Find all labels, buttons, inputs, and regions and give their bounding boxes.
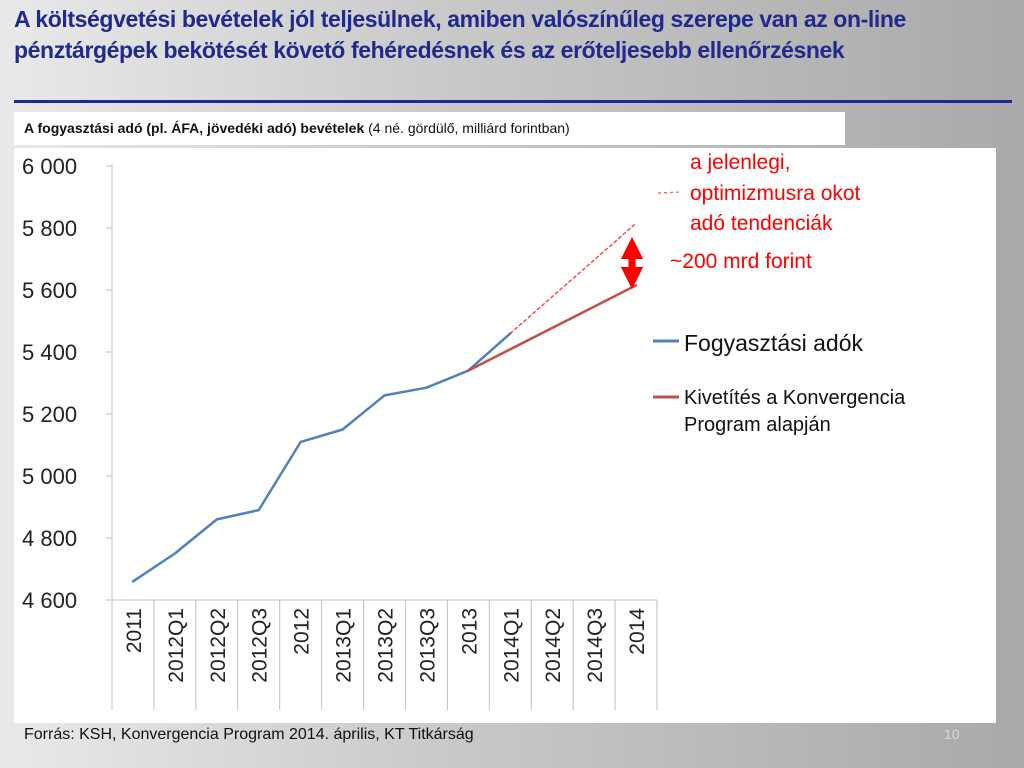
chart-panel: 4 600 4 800 5 000 5 200 5 400 5 600 5 800 6 000…: [14, 148, 996, 723]
y-tick-label: 5 000: [22, 464, 77, 489]
axes: 4 600 4 800 5 000 5 200 5 400 5 600 5 800 6 000…: [22, 154, 658, 710]
x-tick-label: 2011: [123, 608, 146, 653]
series-line-1: [467, 284, 638, 372]
series-lines: [131, 222, 638, 583]
legend: Fogyasztási adók Kivetítés a Konvergenci…: [653, 330, 911, 436]
y-tick-label: 5 200: [22, 402, 77, 427]
annotation-trend-line-2: optimizmusra okot: [690, 182, 861, 205]
source-note: Forrás: KSH, Konvergencia Program 2014. …: [24, 726, 474, 743]
title-divider: [14, 100, 1012, 103]
series-line-0: [131, 332, 512, 583]
x-tick-label: 2014Q1: [500, 608, 523, 683]
y-tick-label: 4 600: [22, 588, 77, 613]
x-tick-label: 2012Q2: [207, 608, 230, 683]
x-tick-label: 2014Q3: [584, 608, 607, 683]
y-tick-label: 5 600: [22, 278, 77, 303]
x-tick-label: 2012Q1: [165, 608, 188, 683]
chart-subtitle-unit: (4 né. gördülő, milliárd forintban): [364, 120, 570, 136]
legend-label-projection-line-1: Kivetítés a Konvergencia: [684, 387, 906, 409]
x-tick-label: 2013Q1: [333, 608, 356, 683]
y-tick-label: 6 000: [22, 154, 77, 179]
chart-subtitle: A fogyasztási adó (pl. ÁFA, jövedéki adó…: [14, 112, 845, 145]
annotation-connector-line: [657, 191, 681, 194]
legend-label-projection: Kivetítés a Konvergencia Program alapján: [684, 387, 911, 436]
x-tick-label: 2013Q2: [375, 608, 398, 683]
series-line-2: [509, 222, 637, 335]
x-tick-label: 2012: [291, 608, 314, 655]
x-tick-label: 2014: [626, 608, 649, 655]
page-number: 10: [944, 726, 960, 742]
y-tick-label: 5 800: [22, 216, 77, 241]
annotation-trend-line-3: adó tendenciák: [690, 212, 833, 235]
legend-label-actual: Fogyasztási adók: [684, 330, 863, 356]
annotations: a jelenlegi, optimizmusra okot adó tende…: [620, 151, 861, 290]
line-chart: 4 600 4 800 5 000 5 200 5 400 5 600 5 800 6 000…: [22, 151, 911, 710]
annotation-gap-label: ~200 mrd forint: [670, 250, 812, 273]
y-tick-label: 4 800: [22, 526, 77, 551]
slide-title: A költségvetési bevételek jól teljesülne…: [14, 6, 906, 63]
x-tick-label: 2013: [458, 608, 481, 655]
x-tick-label: 2013Q3: [416, 608, 439, 683]
chart-subtitle-bold: A fogyasztási adó (pl. ÁFA, jövedéki adó…: [24, 120, 365, 136]
legend-label-projection-line-2: Program alapján: [684, 414, 831, 436]
annotation-trend-line-1: a jelenlegi,: [690, 151, 790, 174]
x-tick-label: 2014Q2: [542, 608, 565, 683]
x-tick-label: 2012Q3: [249, 608, 272, 683]
y-tick-label: 5 400: [22, 340, 77, 365]
